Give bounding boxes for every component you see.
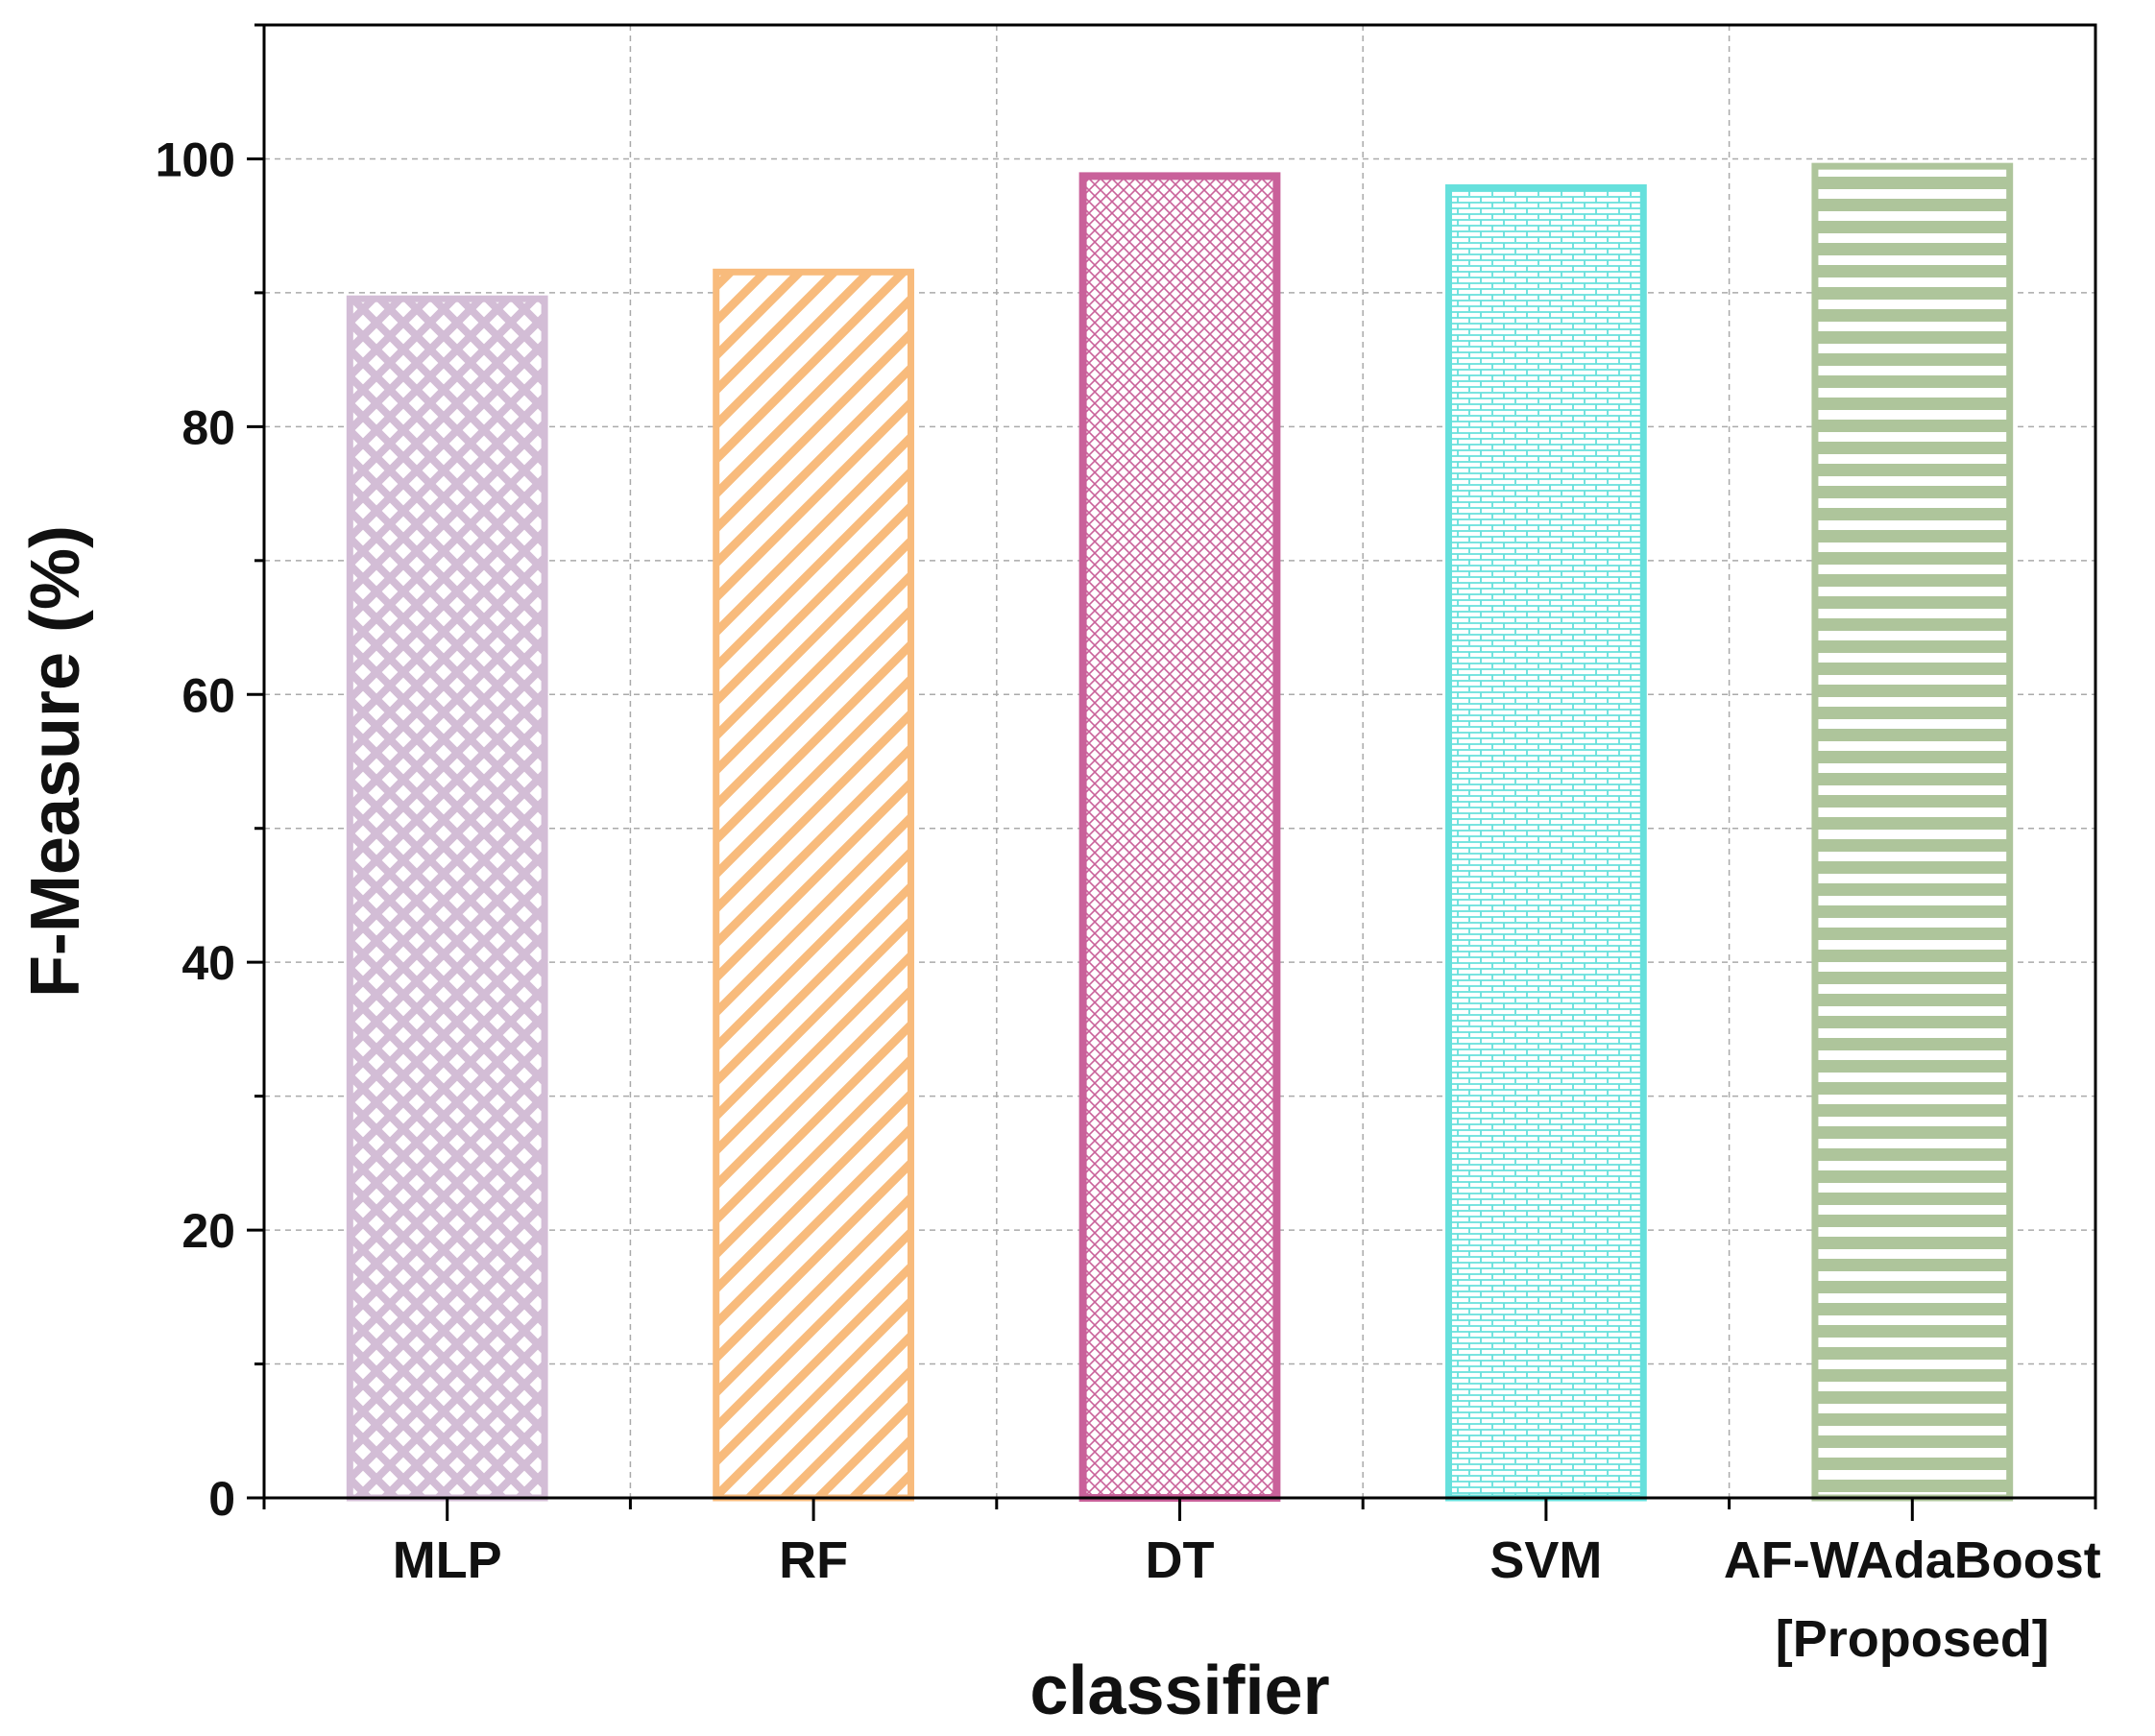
grid-lines [264, 25, 2095, 1498]
x-tick-label: MLP [393, 1531, 502, 1589]
x-axis: MLP RF DT SVM AF-WAdaBoost [Proposed] [262, 1498, 2101, 1668]
y-tick-label: 20 [182, 1204, 235, 1258]
y-tick-label: 40 [182, 936, 235, 990]
y-tick-label: 80 [182, 400, 235, 454]
x-tick-label-line: DT [1146, 1531, 1215, 1589]
bar-af-wadaboost-proposed [1811, 162, 2014, 1502]
x-axis-title: classifier [1029, 1652, 1329, 1729]
x-tick-label: SVM [1489, 1531, 1602, 1589]
bar-svm [1445, 183, 1647, 1502]
x-tick-label: RF [779, 1531, 848, 1589]
x-tick-label-line: AF-WAdaBoost [1724, 1531, 2101, 1589]
y-tick-label: 0 [208, 1472, 235, 1526]
bar-rf [713, 268, 914, 1502]
x-tick-label: AF-WAdaBoost [Proposed] [1724, 1531, 2101, 1668]
x-tick-label-line: MLP [393, 1531, 502, 1589]
y-axis: 0 20 40 60 80 100 [156, 23, 264, 1526]
x-tick-label-line: SVM [1489, 1531, 1602, 1589]
x-tick-label: DT [1146, 1531, 1215, 1589]
y-tick-label: 60 [182, 668, 235, 722]
bar-mlp [346, 295, 548, 1502]
bars [346, 162, 2014, 1502]
bar-dt [1078, 172, 1281, 1502]
y-axis-title: F-Measure (%) [17, 525, 94, 998]
x-tick-label-line: [Proposed] [1776, 1610, 2049, 1668]
x-tick-label-line: RF [779, 1531, 848, 1589]
y-tick-label: 100 [156, 133, 235, 186]
